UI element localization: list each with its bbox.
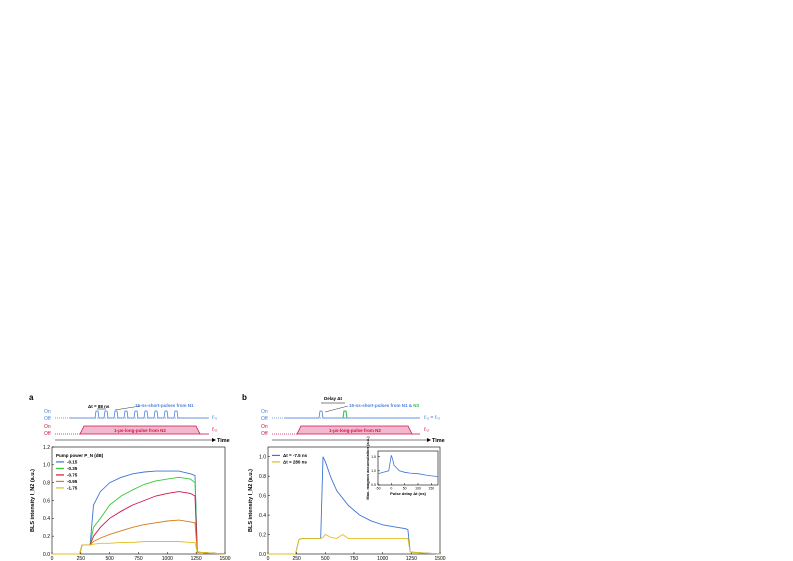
y-tick-label: 0.2 — [259, 532, 266, 538]
y-tick-label: 1.2 — [43, 445, 50, 451]
y-tick-label: 1.0 — [371, 469, 376, 473]
a-long-pulse — [55, 425, 209, 435]
legend-entry-0: Δt = -7.5 ns — [283, 453, 308, 458]
x-tick-label: 0 — [51, 556, 54, 561]
x-tick-label: 1250 — [191, 556, 202, 561]
b-long-pulse — [272, 425, 420, 435]
b-off-label-blue: Off — [261, 416, 268, 422]
legend-entry-1: Δt = 280 ns — [283, 460, 307, 465]
y-tick-label: 1.5 — [371, 455, 376, 459]
x-tick-label: 1500 — [219, 556, 230, 561]
a-delta-t-label: Δt = 88 ns — [88, 404, 110, 409]
y-tick-label: 1.0 — [43, 463, 50, 469]
x-tick-label: 750 — [350, 556, 359, 561]
y-tick-label: 0.5 — [371, 483, 376, 487]
y-tick-label: 0.2 — [43, 534, 50, 540]
b-on-label-blue: On — [261, 409, 268, 415]
a-on-label-red: On — [44, 424, 51, 430]
a-fn1-label: fₙ₁ — [212, 415, 217, 421]
y-axis-label: Max. magnon accumulation (a.u.) — [365, 436, 370, 500]
legend-entry-2: -0.75 — [67, 473, 78, 478]
legend-entry-4: -1.75 — [67, 486, 78, 491]
b-long-pulse-label: 1-μs-long-pulse from N2 — [329, 428, 381, 433]
a-off-label-blue: Off — [44, 416, 51, 422]
x-tick-label: 750 — [134, 556, 143, 561]
x-tick-label: 0 — [390, 487, 392, 491]
plot-frame — [377, 450, 439, 486]
x-tick-label: 150 — [428, 487, 434, 491]
b-fn1-label: fₙ₁ = fₙ₃ — [424, 415, 440, 421]
chart-b: 0 250 500 750 1000 1250 15000.00.20.40.60.81.0… — [248, 446, 446, 561]
y-tick-label: 0.6 — [259, 493, 266, 499]
x-tick-label: 1250 — [406, 556, 417, 561]
a-long-pulse-label: 1-μs-long-pulse from N2 — [114, 428, 166, 433]
series-line-3 — [52, 519, 226, 555]
b-callout-line — [324, 405, 349, 413]
a-off-label-red: Off — [44, 431, 51, 437]
y-tick-label: 0.0 — [259, 552, 266, 558]
chart-b-inset: -50 0 50 100 150 0.5 1.0 1.5 Pulse delay Δt (ns)… — [365, 436, 439, 500]
series-line-2 — [52, 491, 226, 555]
legend-entry-3: -0.95 — [67, 479, 78, 484]
panel-a-letter: a — [29, 393, 34, 402]
series-line-1 — [52, 476, 226, 555]
x-tick-label: 50 — [403, 487, 407, 491]
a-time-label: Time — [217, 438, 230, 444]
x-tick-label: 500 — [321, 556, 330, 561]
y-tick-label: 0.4 — [43, 516, 50, 522]
x-tick-label: 1500 — [434, 556, 445, 561]
b-short-pulse-label: 15-ns-short-pulses from N1 & N3 — [349, 403, 420, 408]
legend-entry-1: -0.35 — [67, 466, 78, 471]
y-tick-label: 0.4 — [259, 513, 266, 519]
x-tick-label: 100 — [415, 487, 421, 491]
a-time-arrowhead — [212, 438, 216, 442]
y-axis-label: BLS intensity I_N2 (a.u.) — [248, 469, 254, 532]
b-on-label-red: On — [261, 424, 268, 430]
x-tick-label: 0 — [267, 556, 270, 561]
chart-a: 0 250 500 750 1000 1250 1500 0.0 0.2 0.4 0.6 0.8 1.0… — [30, 445, 231, 561]
y-tick-label: 0.8 — [259, 474, 266, 480]
a-short-pulse-train — [55, 410, 209, 419]
y-tick-label: 0.6 — [43, 498, 50, 504]
plot-frame — [51, 446, 226, 555]
series-line-0 — [268, 456, 441, 555]
a-short-pulse-label: 15-ns-short-pulses from N1 — [135, 403, 194, 408]
x-tick-label: 1000 — [377, 556, 388, 561]
y-tick-label: 1.0 — [259, 454, 266, 460]
panel-b-letter: b — [242, 393, 247, 402]
b-off-label-red: Off — [261, 431, 268, 437]
series-line-1 — [268, 533, 441, 555]
a-fn2-label: fₙ₂ — [212, 427, 217, 433]
b-delay-label: Delay Δt — [324, 396, 342, 401]
x-tick-label: 500 — [105, 556, 114, 561]
series-line-0 — [377, 455, 439, 477]
a-callout-line — [114, 405, 141, 411]
a-on-label-blue: On — [44, 409, 51, 415]
x-axis-label: Pulse delay Δt (ns) — [390, 491, 426, 496]
x-tick-label: 250 — [77, 556, 86, 561]
b-time-arrowhead — [427, 438, 431, 442]
b-time-label: Time — [432, 438, 445, 444]
legend-entry-0: -0.15 — [67, 460, 78, 465]
b-short-pulse-train — [272, 410, 420, 419]
b-fn2-label: fₙ₂ — [424, 427, 429, 433]
x-tick-label: 1000 — [162, 556, 173, 561]
series-line-4 — [52, 541, 226, 555]
y-tick-label: 0.8 — [43, 480, 50, 486]
legend-title: Pump power P_N (dB) — [56, 453, 104, 458]
x-tick-label: 250 — [292, 556, 301, 561]
y-axis-label: BLS intensity I_N2 (a.u.) — [30, 469, 36, 532]
y-tick-label: 0.0 — [43, 552, 50, 558]
x-tick-label: -50 — [375, 487, 380, 491]
